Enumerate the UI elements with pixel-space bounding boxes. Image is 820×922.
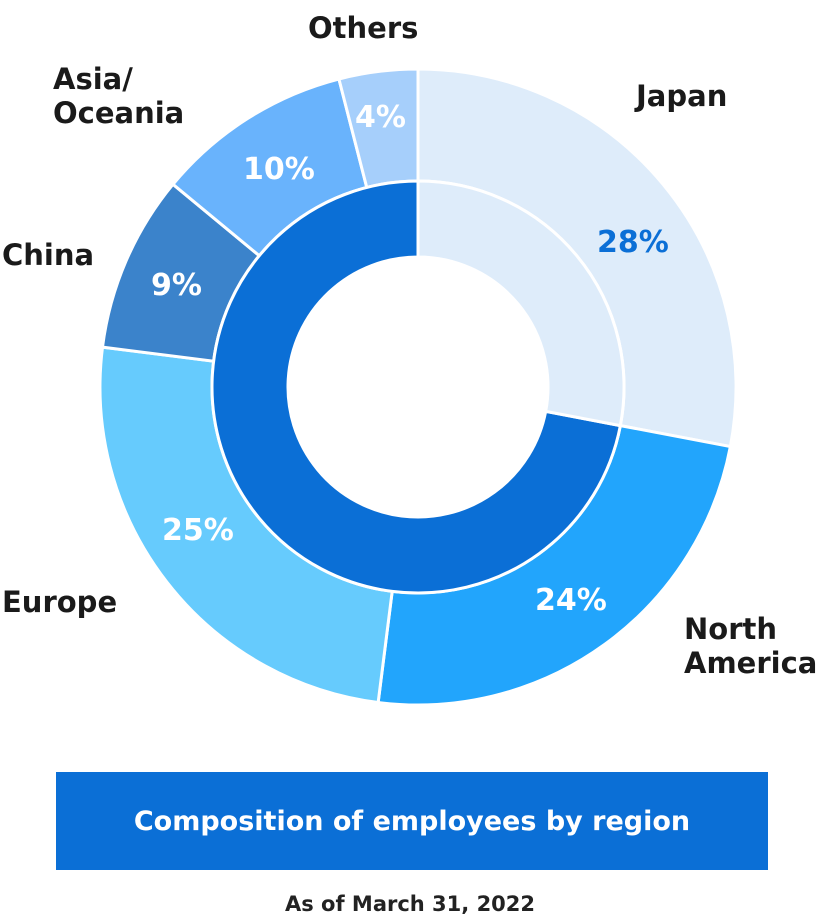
legend-label-north-america: North America [684, 612, 818, 680]
legend-label-others: Others [308, 11, 419, 45]
value-label-others: 4% [355, 100, 406, 135]
value-label-china: 9% [151, 268, 202, 303]
legend-label-asia-oceania: Asia/ Oceania [53, 62, 185, 130]
chart-subtitle: As of March 31, 2022 [284, 892, 536, 916]
inner-ring-overseas [210, 179, 623, 595]
legend-label-japan: Japan [636, 79, 728, 113]
value-label-japan: 28% [597, 225, 669, 260]
chart-title-bar: Composition of employees by region [56, 772, 768, 870]
donut-chart [98, 67, 738, 707]
value-label-europe: 25% [162, 513, 234, 548]
inner-ring-japan [416, 179, 626, 428]
value-label-north-america: 24% [535, 583, 607, 618]
value-label-asia-oceania: 10% [243, 152, 315, 187]
chart-title: Composition of employees by region [133, 805, 691, 837]
legend-label-china: China [2, 238, 95, 272]
legend-label-europe: Europe [2, 585, 118, 619]
